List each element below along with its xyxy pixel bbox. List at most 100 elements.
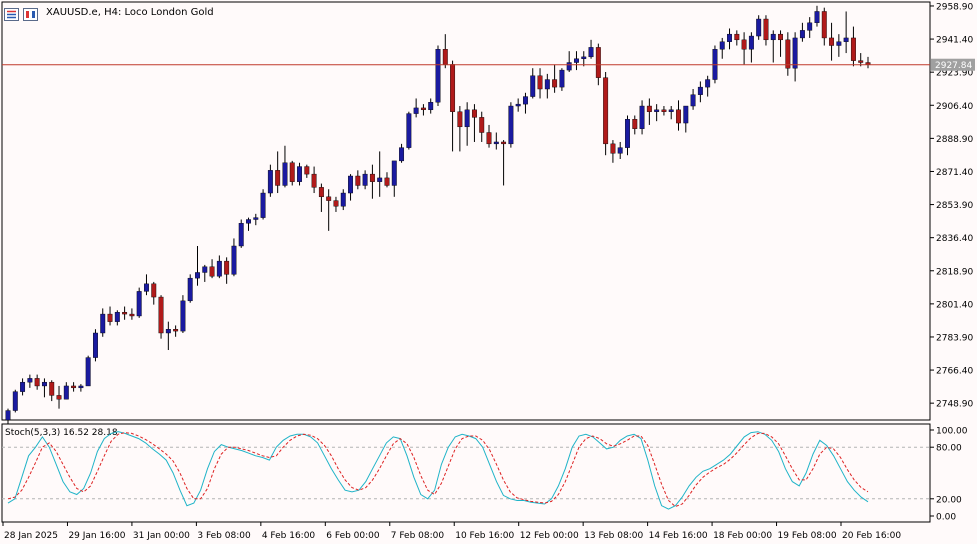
bull-candle-body (464, 109, 470, 128)
bear-candle-body (275, 170, 281, 186)
bear-candle-body (369, 173, 375, 182)
price-tick-label: 2871.40 (936, 168, 973, 178)
candle (697, 81, 703, 103)
time-tick-label: 12 Feb 00:00 (520, 531, 579, 541)
candle (734, 30, 740, 46)
candle (326, 189, 332, 231)
bear-candle-body (479, 117, 485, 133)
bear-candle-body (552, 79, 558, 88)
bull-candle-body (588, 47, 594, 58)
candle (610, 140, 616, 163)
bull-candle-body (639, 105, 645, 129)
candle (588, 39, 594, 59)
bear-candle-body (71, 385, 77, 389)
candle (552, 64, 558, 93)
time-tick-label: 18 Feb 00:00 (713, 531, 772, 541)
candle (114, 310, 120, 326)
bull-candle-body (246, 219, 251, 224)
bear-candle-body (289, 162, 295, 182)
time-axis: 28 Jan 2025 29 Jan 16:00 31 Jan 00:00 3 Feb… (2, 522, 901, 541)
price-axis: 2958.90 2941.40 2923.90 2906.40 2888.90 2871.… (930, 2, 973, 410)
candle (333, 196, 339, 212)
candle (209, 259, 215, 279)
candle (508, 102, 514, 148)
candle (850, 26, 856, 67)
candle (544, 73, 550, 99)
candle (559, 68, 565, 91)
candle (617, 141, 623, 159)
bear-candle-body (785, 39, 791, 69)
bull-candle-body (297, 166, 302, 182)
bull-candle-body (807, 22, 813, 31)
candle (377, 151, 383, 197)
candle (566, 51, 572, 72)
bull-candle-body (27, 378, 33, 383)
candle (435, 45, 441, 107)
stochastic-tick-label: 0.00 (936, 513, 956, 523)
bull-candle-body (12, 391, 18, 411)
bull-candle-body (348, 175, 354, 194)
candle (501, 140, 507, 186)
bull-candle-body (85, 357, 91, 387)
candle (785, 32, 791, 76)
bull-candle-body (668, 109, 674, 112)
candle (843, 11, 849, 54)
candle (27, 374, 33, 388)
time-tick-label: 4 Feb 16:00 (262, 531, 316, 541)
bull-candle-body (843, 37, 849, 42)
time-tick-label: 28 Jan 2025 (4, 531, 58, 541)
candle (603, 71, 609, 156)
bear-candle-body (34, 378, 40, 387)
bear-candle-body (442, 49, 448, 65)
bear-candle-body (318, 187, 324, 198)
bear-candle-body (122, 311, 128, 315)
candle (479, 111, 485, 142)
bull-candle-body (799, 30, 805, 39)
candle (457, 106, 463, 152)
price-tick-label: 2836.40 (936, 234, 973, 244)
bear-candle-body (384, 177, 390, 186)
candle (792, 32, 798, 82)
candle (311, 166, 317, 194)
candle (814, 5, 820, 27)
bear-candle-body (763, 18, 769, 41)
candle (78, 384, 84, 392)
time-tick-label: 14 Feb 16:00 (649, 531, 708, 541)
candle (829, 22, 835, 61)
candle (821, 7, 827, 46)
candle (574, 51, 579, 71)
bull-candle-body (690, 94, 696, 107)
bear-candle-body (486, 132, 492, 145)
candle (195, 245, 200, 286)
bear-candle-body (129, 313, 135, 317)
one-click-trading-icon[interactable] (23, 6, 38, 21)
bull-candle-body (683, 105, 689, 124)
bull-candle-body (814, 11, 820, 24)
candle (464, 102, 470, 146)
bull-candle-body (428, 102, 434, 111)
bear-candle-body (304, 166, 310, 175)
chart-menu-icon[interactable] (4, 6, 19, 21)
candle (807, 17, 813, 38)
bear-candle-body (224, 260, 230, 275)
candle (202, 264, 208, 282)
candle (530, 68, 536, 99)
current-price-marker: 2927.84 (2, 58, 975, 71)
bull-candle-body (267, 170, 273, 194)
candle (318, 183, 324, 212)
candle (676, 100, 681, 131)
candle (56, 385, 62, 409)
stochastic-frame (1, 423, 931, 523)
time-tick-label: 6 Feb 00:00 (326, 531, 380, 541)
candle (705, 75, 711, 97)
candle (683, 105, 689, 133)
bull-candle-body (195, 272, 200, 279)
bull-candle-body (705, 79, 711, 88)
price-tick-label: 2888.90 (936, 135, 973, 145)
bull-candle-body (78, 385, 84, 389)
bull-candle-body (253, 217, 259, 220)
current-price-label-bg (931, 58, 975, 71)
bull-candle-body (238, 223, 244, 247)
price-tick-label: 2783.90 (936, 333, 973, 343)
